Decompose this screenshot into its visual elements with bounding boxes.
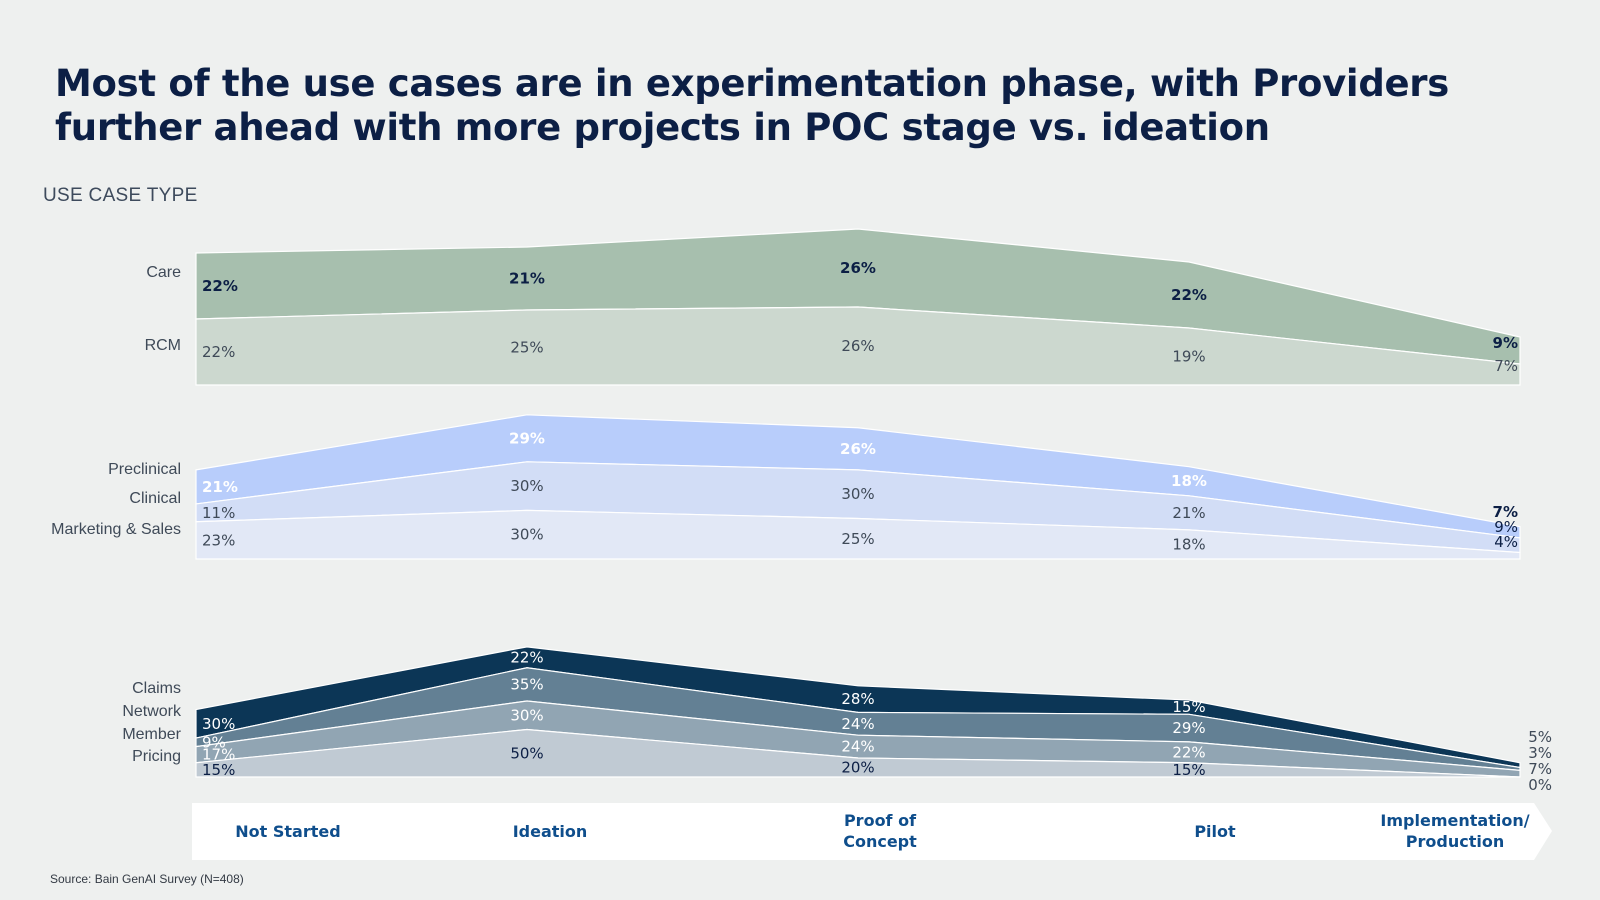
series-label: Clinical [129, 490, 181, 507]
series-label: Claims [132, 680, 181, 697]
data-label: 50% [510, 744, 543, 762]
data-label: 5% [1528, 728, 1552, 746]
data-label: 25% [841, 530, 874, 548]
stage-label: Ideation [513, 822, 588, 841]
data-label: 26% [840, 440, 876, 458]
section-label: USE CASE TYPE [43, 185, 198, 206]
data-label: 26% [840, 259, 876, 277]
data-label: 24% [841, 738, 874, 756]
source-note: Source: Bain GenAI Survey (N=408) [50, 872, 244, 886]
data-label: 22% [510, 648, 543, 666]
data-label: 17% [202, 746, 235, 764]
stage-label: Proof of Concept [843, 811, 917, 851]
data-label: 15% [202, 761, 235, 779]
data-label: 15% [1172, 761, 1205, 779]
data-label: 22% [202, 277, 238, 295]
data-label: 21% [1172, 504, 1205, 522]
data-label: 28% [841, 690, 874, 708]
data-label: 9% [1494, 518, 1518, 536]
data-label: 19% [1172, 348, 1205, 366]
data-label: 4% [1494, 533, 1518, 551]
data-label: 0% [1528, 776, 1552, 794]
data-label: 18% [1171, 472, 1207, 490]
data-label: 26% [841, 337, 874, 355]
data-label: 25% [510, 339, 543, 357]
data-label: 30% [202, 715, 235, 733]
data-label: 30% [510, 706, 543, 724]
area-pricing [195, 728, 1521, 778]
data-label: 24% [841, 715, 874, 733]
data-label: 22% [202, 343, 235, 361]
data-label: 7% [1528, 760, 1552, 778]
data-label: 20% [841, 759, 874, 777]
stage-label: Implementation/Production [1380, 811, 1529, 851]
series-label: Marketing & Sales [51, 521, 181, 538]
data-label: 18% [1172, 535, 1205, 553]
series-label: Member [122, 726, 181, 743]
data-label: 30% [510, 477, 543, 495]
series-label: Care [146, 264, 181, 281]
data-label: 35% [510, 675, 543, 693]
area-marketing-sales [195, 509, 1521, 560]
data-label: 21% [509, 270, 545, 288]
data-label: 15% [1172, 698, 1205, 716]
data-label: 7% [1494, 357, 1518, 375]
data-label: 21% [202, 478, 238, 496]
data-label: 22% [1172, 743, 1205, 761]
stage-label: Pilot [1194, 822, 1236, 841]
data-label: 7% [1493, 503, 1518, 521]
series-label: Preclinical [108, 461, 181, 478]
area-rcm [195, 306, 1521, 386]
series-label: Pricing [132, 748, 181, 765]
data-label: 11% [202, 504, 235, 522]
data-label: 30% [841, 485, 874, 503]
page-title: Most of the use cases are in experimenta… [55, 62, 1449, 149]
data-label: 30% [510, 526, 543, 544]
stage-label: Not Started [235, 822, 340, 841]
data-label: 22% [1171, 286, 1207, 304]
series-label: RCM [145, 337, 181, 354]
data-label: 3% [1528, 744, 1552, 762]
data-label: 9% [1493, 334, 1518, 352]
data-label: 9% [202, 733, 226, 751]
data-label: 29% [509, 429, 545, 447]
data-label: 29% [1172, 719, 1205, 737]
series-label: Network [122, 703, 182, 720]
stage-arrow-band [192, 803, 1552, 860]
data-label: 23% [202, 531, 235, 549]
